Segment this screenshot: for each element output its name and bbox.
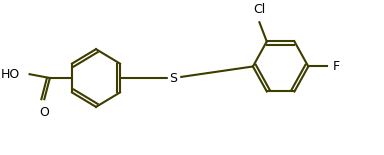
Text: S: S [170, 71, 177, 84]
Text: Cl: Cl [253, 3, 265, 16]
Text: F: F [332, 60, 339, 73]
Text: O: O [40, 106, 49, 119]
Text: HO: HO [1, 68, 20, 81]
